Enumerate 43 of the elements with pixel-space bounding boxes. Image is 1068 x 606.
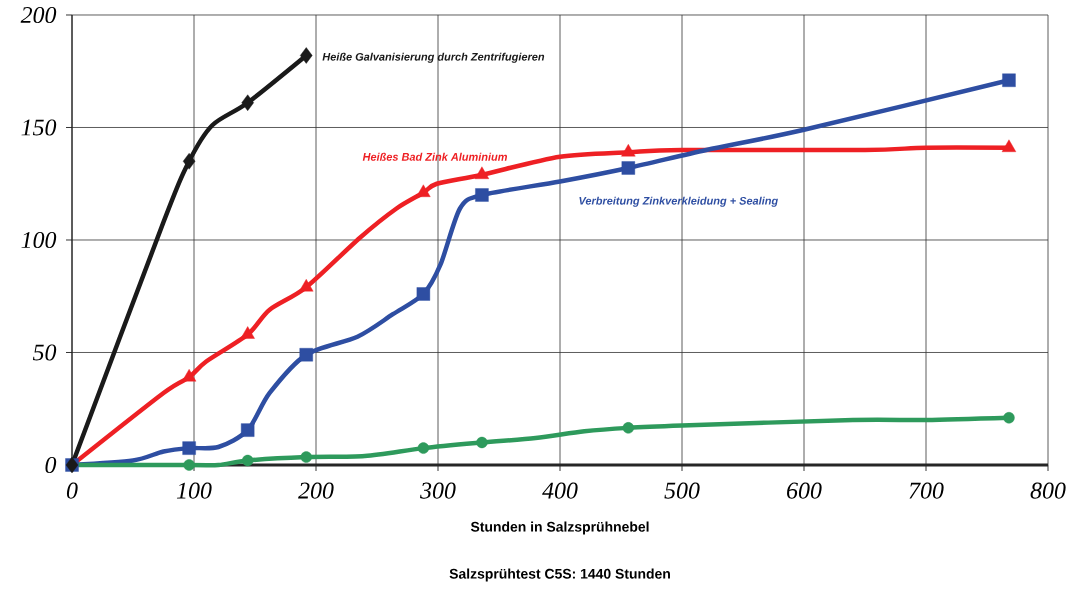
point [299, 279, 314, 292]
series-label: Heiße Galvanisierung durch Zentrifugieren [322, 52, 545, 63]
y-tick-label: 200 [20, 6, 57, 24]
point [182, 441, 196, 455]
x-tick-label: 200 [298, 482, 334, 499]
series-label: Verbreitung Zinkverkleidung + Sealing [579, 196, 778, 207]
point [622, 422, 635, 434]
point [416, 184, 431, 197]
point [1001, 139, 1017, 152]
point [474, 166, 490, 179]
point [183, 459, 195, 471]
x-axis-title: Stunden in Salzsprühnebel [470, 521, 649, 535]
point [416, 287, 431, 301]
point [417, 442, 430, 454]
point [475, 188, 489, 202]
y-tick-label: 150 [21, 119, 57, 136]
point [240, 423, 255, 437]
point [300, 451, 312, 463]
y-tick-label: 0 [45, 456, 57, 474]
point [476, 436, 488, 449]
x-tick-label: 700 [909, 482, 944, 499]
x-tick-label: 400 [542, 482, 578, 499]
point [300, 47, 313, 64]
point [240, 326, 255, 339]
point [182, 369, 197, 382]
text: Salzsprühtest C5S: 1440 Stunden [449, 568, 670, 582]
series-label: Heißes Bad Zink Aluminium [362, 152, 508, 161]
point [1003, 412, 1015, 424]
point [1002, 73, 1016, 87]
x-tick-label: 600 [787, 482, 822, 499]
point [182, 153, 196, 170]
point [241, 94, 254, 111]
point [299, 348, 313, 362]
point [621, 161, 636, 175]
y-tick-label: 100 [21, 231, 57, 249]
x-tick-label: 100 [176, 482, 212, 499]
x-tick-label: 500 [664, 482, 700, 499]
x-tick-label: 0 [66, 482, 78, 499]
x-tick-label: 800 [1030, 482, 1066, 499]
x-tick-label: 300 [420, 482, 456, 499]
point [241, 454, 254, 467]
y-tick-label: 50 [32, 344, 57, 361]
point [621, 144, 636, 157]
